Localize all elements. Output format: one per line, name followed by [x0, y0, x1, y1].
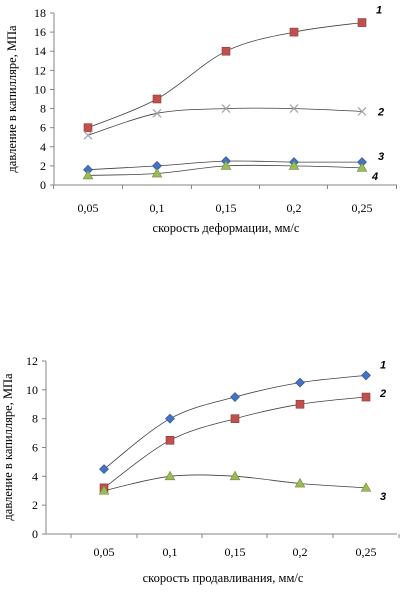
- y-tick-label: 0: [40, 178, 46, 192]
- series-2: 2: [99, 388, 386, 493]
- data-point-1: [165, 413, 175, 424]
- data-point-2: [229, 470, 241, 481]
- data-point-3: [288, 160, 300, 170]
- series-label: 2: [379, 388, 386, 400]
- x-tick-label: 0,15: [225, 545, 246, 559]
- series-2: 2: [83, 104, 384, 140]
- data-point-4: [361, 370, 371, 381]
- x-tick-label: 0,25: [352, 201, 373, 215]
- y-tick-label: 10: [34, 82, 46, 96]
- y-tick-label: 8: [32, 412, 38, 426]
- data-point-2: [221, 46, 231, 56]
- y-tick-label: 18: [34, 6, 46, 20]
- data-point-4: [357, 106, 367, 116]
- y-tick-label: 4: [40, 140, 46, 154]
- data-point-2: [230, 414, 240, 423]
- data-point-1: [152, 108, 162, 118]
- data-point-2: [220, 160, 232, 170]
- series-label: 2: [377, 106, 384, 118]
- y-tick-label: 14: [34, 44, 46, 58]
- x-tick-label: 0,15: [216, 201, 237, 215]
- y-tick-label: 12: [34, 63, 46, 77]
- x-tick-label: 0,2: [293, 545, 308, 559]
- series-1: 1: [99, 359, 386, 475]
- y-axis-title: давление в капилляре, МПа: [5, 25, 19, 173]
- data-point-2: [230, 392, 240, 402]
- data-point-1: [151, 167, 163, 178]
- data-point-0: [83, 123, 93, 132]
- x-axis-title: скорость деформации, мм/с: [153, 221, 300, 235]
- x-tick-label: 0,25: [356, 545, 377, 559]
- data-point-3: [289, 104, 299, 114]
- data-point-0: [82, 169, 94, 180]
- y-tick-label: 2: [40, 159, 46, 173]
- series-label: 1: [380, 359, 386, 371]
- data-point-3: [289, 27, 299, 37]
- y-tick-label: 10: [26, 383, 38, 397]
- y-tick-label: 12: [26, 354, 38, 368]
- series-4: 4: [82, 160, 378, 183]
- data-point-3: [294, 477, 306, 488]
- x-tick-label: 0,05: [94, 545, 115, 559]
- x-axis-title: скорость продавливания, мм/с: [143, 571, 304, 585]
- y-tick-label: 6: [32, 441, 38, 455]
- series-3: 3: [98, 470, 386, 503]
- data-point-1: [165, 435, 175, 445]
- data-point-1: [164, 470, 176, 481]
- y-tick-label: 6: [40, 121, 46, 135]
- series-label: 1: [376, 5, 382, 17]
- y-tick-label: 2: [32, 498, 38, 512]
- data-point-4: [361, 392, 371, 402]
- x-tick-label: 0,1: [150, 201, 165, 215]
- y-tick-label: 4: [32, 469, 38, 483]
- data-point-4: [357, 18, 367, 27]
- series-1: 1: [83, 5, 382, 132]
- y-tick-label: 0: [32, 527, 38, 541]
- data-point-4: [356, 162, 368, 172]
- x-tick-label: 0,05: [78, 201, 99, 215]
- series-label: 4: [371, 171, 378, 183]
- data-point-3: [295, 377, 305, 388]
- y-tick-label: 8: [40, 102, 46, 116]
- series-trendline: [87, 22, 363, 129]
- data-point-1: [152, 94, 162, 104]
- data-point-0: [83, 130, 93, 140]
- data-point-4: [360, 482, 372, 492]
- data-point-0: [98, 485, 110, 495]
- data-point-2: [221, 104, 231, 114]
- x-tick-label: 0,1: [163, 545, 178, 559]
- y-tick-label: 16: [34, 25, 46, 39]
- x-tick-label: 0,2: [287, 201, 302, 215]
- data-point-3: [295, 399, 305, 409]
- series-label: 3: [378, 151, 384, 163]
- series-label: 3: [380, 491, 386, 503]
- series-3: 3: [83, 151, 384, 175]
- y-axis-title: давление в капилляре, МПа: [1, 373, 15, 521]
- data-point-0: [99, 464, 109, 475]
